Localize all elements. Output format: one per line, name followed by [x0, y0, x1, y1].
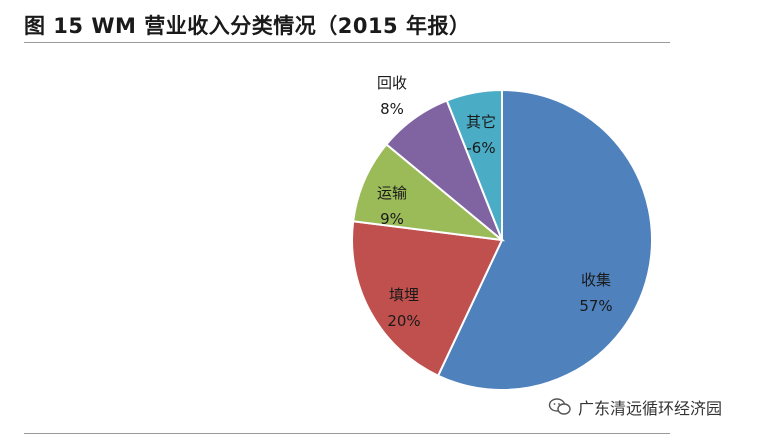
slice-category-label: 运输 [377, 184, 407, 202]
slice-value-label: -6% [466, 139, 495, 157]
slice-value-label: 20% [387, 312, 420, 330]
pie-slice-1 [436, 88, 653, 391]
title-divider [24, 42, 670, 43]
chart-title: 图 15 WM 营业收入分类情况（2015 年报） [24, 14, 471, 38]
pie-slice-3 [352, 142, 506, 242]
slice-value-label: 57% [579, 297, 612, 315]
slice-category-label: 收集 [581, 271, 611, 289]
watermark-text: 广东清远循环经济园 [578, 399, 723, 418]
watermark: 广东清远循环经济园 [548, 395, 722, 419]
pie-slice-5 [445, 88, 503, 241]
slice-category-label: 回收 [377, 74, 407, 92]
slice-category-label: 其它 [466, 113, 496, 131]
slice-value-label: 9% [380, 210, 404, 228]
slice-category-label: 填埋 [389, 286, 419, 304]
bottom-divider [24, 433, 670, 434]
pie-slice-2 [351, 220, 504, 378]
slice-value-label: 8% [380, 100, 404, 118]
wechat-icon [548, 398, 571, 415]
